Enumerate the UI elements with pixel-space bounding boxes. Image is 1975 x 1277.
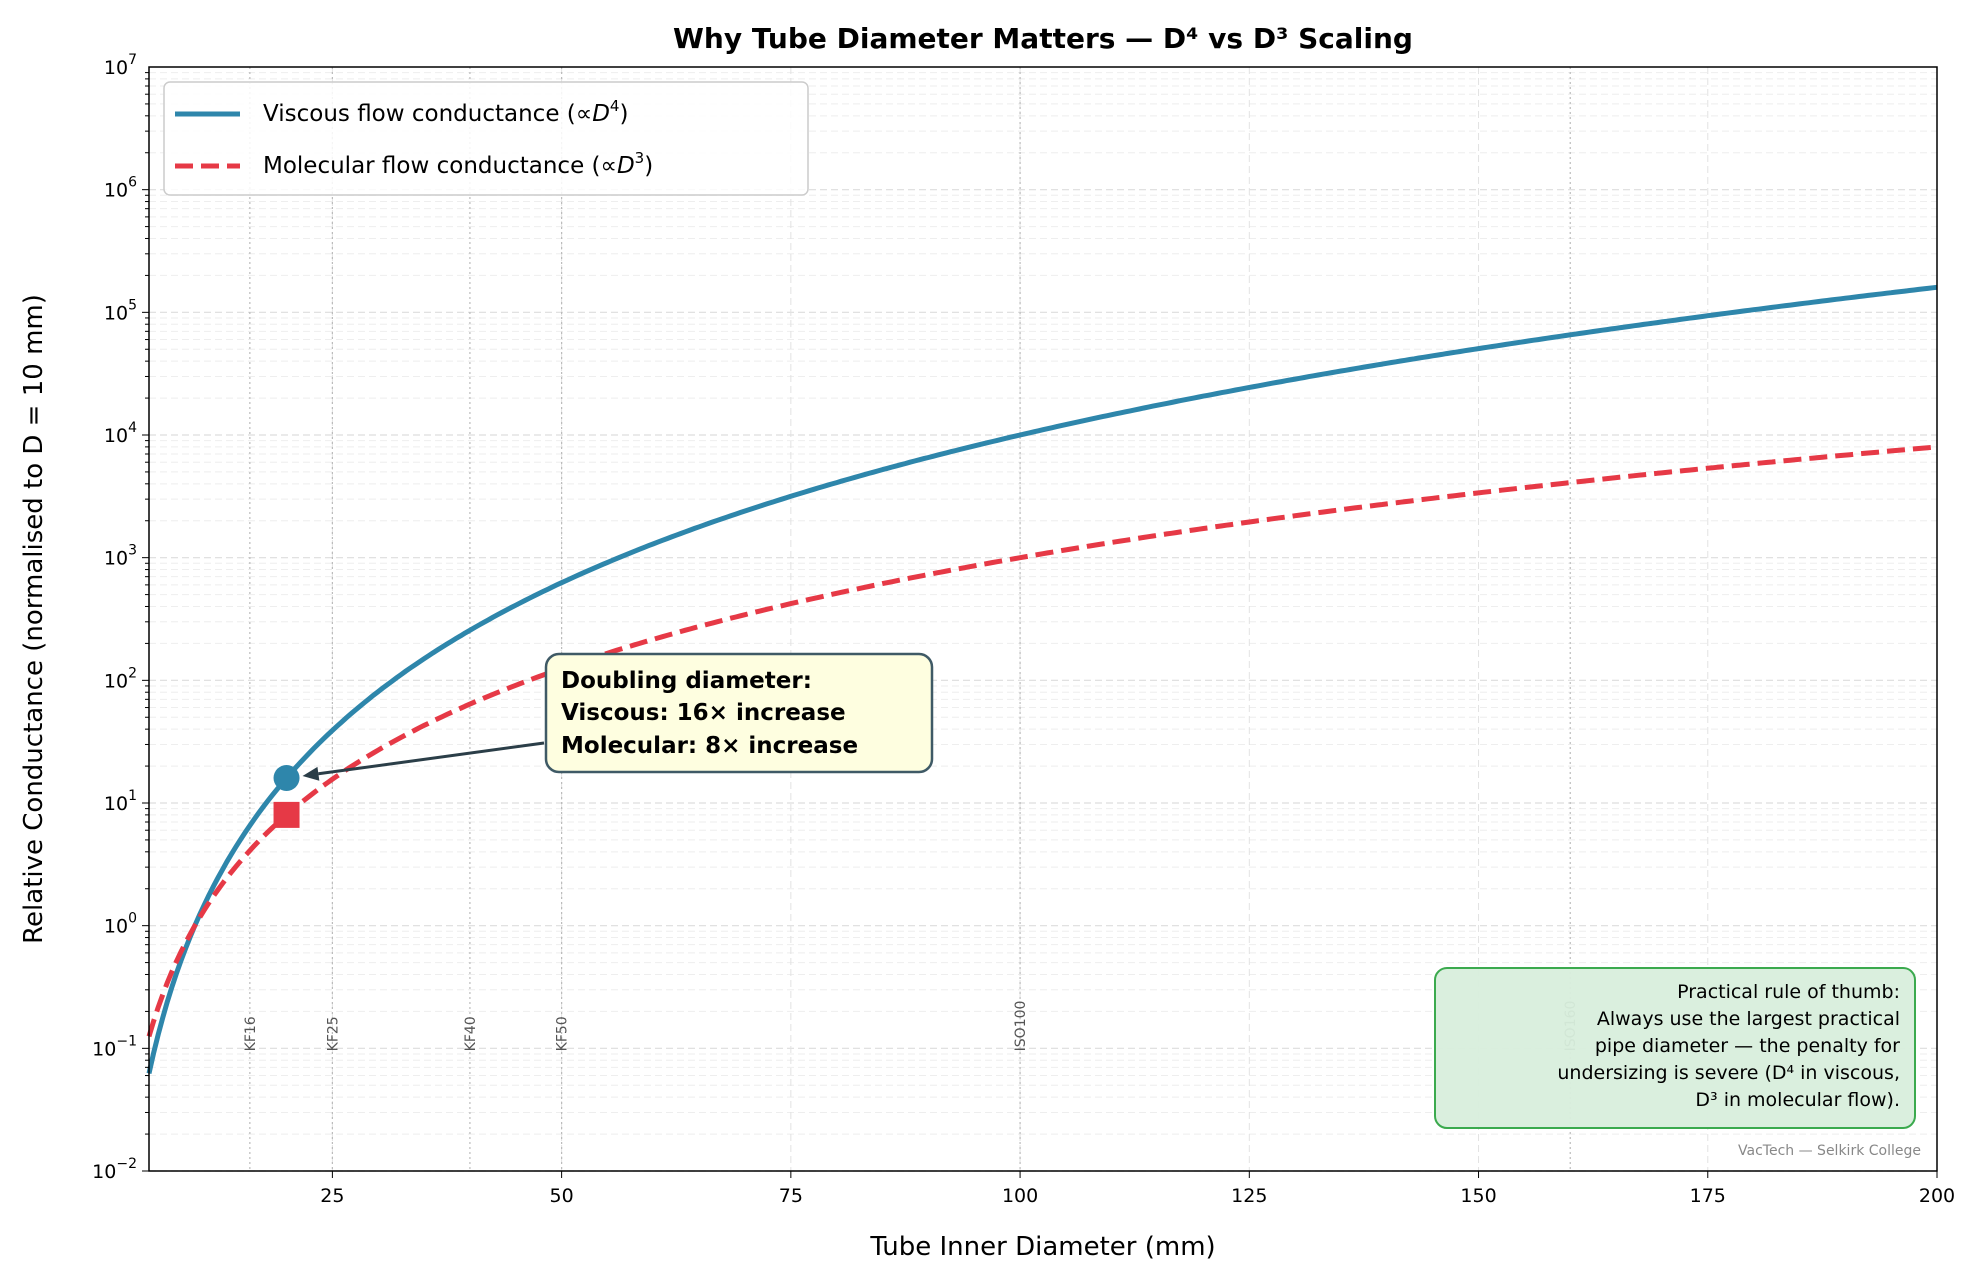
flange-label-kf16: KF16 (243, 1016, 259, 1051)
legend-label-molecular: Molecular flow conductance (∝D3) (263, 149, 653, 179)
y-tick-label: 101 (104, 788, 137, 815)
ticks: 25 50 75 100 125 150 175 200 10−2 10−1 100 101 102 10… (92, 52, 1955, 1207)
flange-label-iso100: ISO100 (1013, 1001, 1029, 1052)
annotation-arrowhead (302, 766, 320, 781)
annotation-arrow (318, 741, 545, 776)
x-tick-label: 125 (1231, 1185, 1267, 1207)
grid (149, 67, 1938, 1172)
y-tick-label: 104 (104, 420, 137, 447)
chart-title: Why Tube Diameter Matters — D⁴ vs D³ Sca… (673, 22, 1413, 55)
y-tick-label: 107 (104, 52, 137, 79)
x-tick-label: 50 (550, 1185, 574, 1207)
annotation-line-3: Molecular: 8× increase (561, 733, 858, 759)
x-tick-label: 200 (1919, 1185, 1955, 1207)
viscous-marker (273, 764, 300, 791)
note-line-4: undersizing is severe (D⁴ in viscous, (1557, 1062, 1900, 1084)
x-tick-label: 100 (1002, 1185, 1038, 1207)
flange-label-kf25: KF25 (325, 1016, 341, 1051)
x-axis-label: Tube Inner Diameter (mm) (869, 1232, 1215, 1262)
y-tick-label: 103 (104, 543, 137, 570)
highlight-markers (273, 764, 300, 828)
x-tick-label: 175 (1690, 1185, 1726, 1207)
axes-frame (148, 66, 1938, 1172)
credit-text: VacTech — Selkirk College (1738, 1143, 1921, 1159)
x-tick-label: 150 (1460, 1185, 1496, 1207)
annotation-box (544, 652, 934, 774)
rule-of-thumb-box (1434, 967, 1916, 1129)
x-tick-label: 75 (779, 1185, 803, 1207)
flange-label-kf50: KF50 (555, 1016, 571, 1051)
y-tick-label: 106 (104, 175, 137, 202)
annotation-line-2: Viscous: 16× increase (561, 700, 846, 726)
series-lines (146, 284, 1938, 1074)
y-tick-label: 100 (104, 911, 137, 938)
legend: Viscous flow conductance (∝D4) Molecular… (163, 81, 809, 196)
legend-label-viscous: Viscous flow conductance (∝D4) (263, 97, 628, 127)
note-line-3: pipe diameter — the penalty for (1595, 1035, 1900, 1057)
x-tick-label: 25 (320, 1185, 344, 1207)
y-axis-label: Relative Conductance (normalised to D = … (19, 294, 49, 944)
molecular-series-line (146, 444, 1938, 1038)
y-tick-label: 102 (104, 665, 137, 692)
viscous-series-line (146, 284, 1938, 1074)
note-line-1: Practical rule of thumb: (1677, 981, 1900, 1003)
note-line-2: Always use the largest practical (1597, 1008, 1900, 1030)
molecular-marker (273, 801, 300, 828)
y-tick-label: 10−2 (92, 1156, 137, 1183)
y-tick-label: 105 (104, 297, 137, 324)
annotation-line-1: Doubling diameter: (561, 668, 812, 694)
note-line-5: D³ in molecular flow). (1695, 1089, 1900, 1111)
y-tick-label: 10−1 (92, 1033, 137, 1060)
flange-label-kf40: KF40 (463, 1016, 479, 1051)
